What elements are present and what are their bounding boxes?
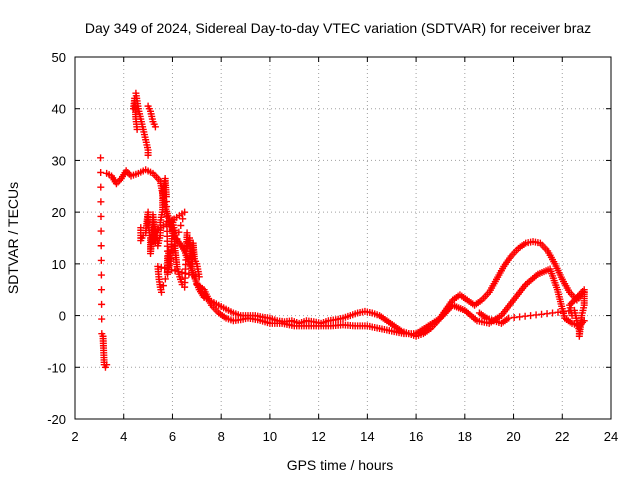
x-axis-label: GPS time / hours (287, 457, 394, 473)
data-point (171, 267, 179, 275)
series-steep-streak-B (144, 102, 159, 131)
data-points (97, 89, 588, 371)
x-tick-label: 10 (263, 429, 277, 444)
series-secondary-arc (193, 265, 588, 338)
series-isolated-points (97, 154, 111, 371)
data-point (161, 275, 169, 283)
y-tick-label: 40 (52, 102, 66, 117)
data-point (144, 151, 152, 159)
data-point (133, 125, 141, 133)
data-point (97, 286, 105, 294)
data-point (97, 256, 105, 264)
data-point (98, 300, 106, 308)
x-tick-label: 16 (409, 429, 423, 444)
data-point (164, 265, 172, 273)
data-point (175, 228, 183, 236)
data-point (97, 212, 105, 220)
data-point (97, 198, 105, 206)
data-point (97, 183, 105, 191)
y-tick-label: 30 (52, 153, 66, 168)
data-point (169, 248, 177, 256)
data-point (567, 300, 575, 308)
data-point (185, 270, 193, 278)
y-tick-labels: -20 -10 0 10 20 30 40 50 (47, 50, 66, 427)
y-tick-label: 0 (59, 309, 66, 324)
data-point (441, 309, 449, 317)
data-point (161, 264, 169, 272)
data-point (103, 361, 111, 369)
data-point (195, 273, 203, 281)
plot-frame (74, 56, 612, 420)
x-tick-label: 12 (311, 429, 325, 444)
data-point (173, 235, 181, 243)
data-point (97, 168, 105, 176)
data-point (436, 314, 444, 322)
x-tick-label: 2 (71, 429, 78, 444)
data-point (179, 215, 187, 223)
data-point (168, 266, 176, 274)
data-point (438, 313, 446, 321)
data-point (178, 268, 186, 276)
x-tick-label: 18 (458, 429, 472, 444)
y-axis-label: SDTVAR / TECUs (5, 182, 21, 294)
data-point (151, 123, 159, 131)
data-point (157, 288, 165, 296)
data-point (181, 269, 189, 277)
data-point (192, 272, 200, 280)
y-tick-label: 20 (52, 205, 66, 220)
data-point (97, 242, 105, 250)
data-point (125, 170, 133, 178)
data-point (97, 154, 105, 162)
data-point (159, 282, 167, 290)
y-tick-label: 50 (52, 50, 66, 65)
series-late-tail (475, 286, 588, 340)
data-point (440, 311, 447, 319)
data-point (167, 255, 175, 263)
data-point (149, 229, 157, 237)
data-point (568, 312, 576, 320)
chart-title: Day 349 of 2024, Sidereal Day-to-day VTE… (85, 20, 591, 36)
x-tick-label: 8 (218, 429, 225, 444)
data-point (175, 268, 183, 276)
x-tick-label: 14 (360, 429, 374, 444)
data-point (165, 262, 173, 270)
data-point (163, 268, 171, 276)
series-early-spike (129, 94, 141, 133)
data-point (97, 227, 105, 235)
y-tick-label: 10 (52, 257, 66, 272)
data-point (171, 242, 179, 250)
y-tick-label: -20 (47, 412, 66, 427)
x-tick-label: 22 (555, 429, 569, 444)
x-tick-label: 24 (604, 429, 618, 444)
x-tick-label: 20 (506, 429, 520, 444)
axis-ticks (74, 56, 612, 420)
x-tick-label: 4 (120, 429, 127, 444)
y-tick-label: -10 (47, 360, 66, 375)
data-point (177, 222, 185, 230)
data-point (188, 271, 196, 279)
data-point (443, 308, 451, 316)
x-tick-labels: 2 4 6 8 10 12 14 16 18 20 22 24 (71, 429, 618, 444)
data-point (444, 306, 452, 314)
series-mid-cluster (137, 175, 203, 296)
data-point (97, 271, 105, 279)
data-point (446, 304, 454, 312)
data-point (98, 315, 106, 323)
x-tick-label: 6 (169, 429, 176, 444)
